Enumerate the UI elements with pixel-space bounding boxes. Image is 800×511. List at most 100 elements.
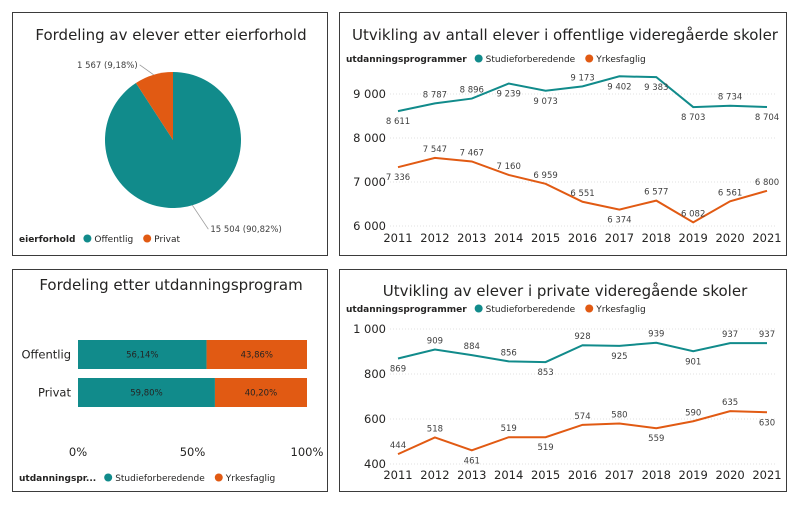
legend-marker-0 (83, 234, 92, 243)
legend-title: utdanningsprogrammer (346, 305, 467, 315)
chart-title: Fordeling av elever etter eierforhold (35, 26, 306, 44)
x-tick-label: 2021 (752, 231, 781, 245)
public-line-chart-svg: Utvikling av antall elever i offentlige … (346, 26, 782, 245)
data-label: 8 734 (718, 93, 742, 103)
data-label: 9 402 (607, 82, 631, 92)
legend-marker-0 (474, 54, 483, 63)
y-tick-label: 1 000 (353, 322, 386, 336)
data-label: 7 547 (423, 145, 447, 155)
x-tick-label: 2020 (715, 231, 744, 245)
bar-data-label: 43,86% (241, 351, 273, 361)
x-tick-label: 2019 (679, 468, 708, 482)
data-label: 869 (390, 364, 406, 374)
data-label: 519 (537, 443, 553, 453)
x-tick-label: 50% (180, 445, 206, 459)
x-tick-label: 2013 (457, 231, 486, 245)
pie-leader-line-0 (192, 204, 209, 230)
legend-title: utdanningspr... (19, 474, 96, 484)
y-tick-label: 8 000 (353, 131, 386, 145)
legend-label: Offentlig (94, 235, 133, 245)
data-label: 518 (427, 424, 443, 434)
pie-chart-panel: Fordeling av elever etter eierforhold 15 … (12, 12, 328, 256)
x-tick-label: 2012 (420, 468, 449, 482)
chart-title: Utvikling av elever i private videregåen… (383, 282, 748, 300)
private-line-chart-panel: Utvikling av elever i private videregåen… (339, 269, 787, 492)
legend-marker-1 (585, 304, 594, 313)
bar-segment (78, 340, 207, 369)
bar-segment (214, 378, 307, 407)
data-label: 7 160 (497, 162, 521, 172)
bar-data-label: 40,20% (245, 389, 277, 399)
data-label: 559 (648, 434, 664, 444)
legend-label: Privat (154, 235, 180, 245)
category-label: Offentlig (21, 348, 71, 362)
data-label: 8 611 (386, 117, 410, 127)
legend-marker-0 (104, 473, 113, 482)
data-label: 8 896 (460, 86, 484, 96)
x-tick-label: 2015 (531, 231, 560, 245)
x-tick-label: 2017 (605, 231, 634, 245)
bar-data-label: 59,80% (130, 389, 162, 399)
y-tick-label: 6 000 (353, 219, 386, 233)
bar-data-label: 56,14% (126, 351, 158, 361)
x-tick-label: 2018 (642, 231, 671, 245)
y-tick-label: 7 000 (353, 175, 386, 189)
chart-title: Utvikling av antall elever i offentlige … (352, 26, 779, 44)
x-tick-label: 2019 (679, 231, 708, 245)
data-label: 635 (722, 398, 738, 408)
legend-label: Yrkesfaglig (595, 305, 645, 315)
pie-chart-svg: Fordeling av elever etter eierforhold 15 … (19, 26, 307, 245)
data-label: 909 (427, 336, 443, 346)
pie-leader-line-1 (139, 64, 154, 76)
x-tick-label: 2016 (568, 468, 597, 482)
y-tick-label: 600 (364, 412, 386, 426)
data-label: 444 (390, 441, 406, 451)
legend-title: utdanningsprogrammer (346, 55, 467, 65)
data-label: 6 959 (533, 171, 557, 181)
data-label: 8 704 (755, 113, 779, 123)
data-label: 6 577 (644, 188, 668, 198)
legend-label: Yrkesfaglig (595, 55, 645, 65)
legend-label: Studieforberedende (486, 305, 576, 315)
x-tick-label: 2013 (457, 468, 486, 482)
y-tick-label: 9 000 (353, 87, 386, 101)
data-label: 590 (685, 408, 701, 418)
data-label: 939 (648, 330, 664, 340)
x-tick-label: 2015 (531, 468, 560, 482)
x-tick-label: 2012 (420, 231, 449, 245)
stacked-bar-chart-panel: Fordeling etter utdanningsprogram Offentl… (12, 269, 328, 492)
legend-label: Yrkesfaglig (225, 474, 275, 484)
category-label: Privat (38, 386, 72, 400)
x-tick-label: 2011 (383, 231, 412, 245)
data-label: 6 551 (570, 189, 594, 199)
data-label: 856 (501, 348, 517, 358)
data-label: 6 800 (755, 178, 779, 188)
x-tick-label: 2020 (715, 468, 744, 482)
x-tick-label: 2018 (642, 468, 671, 482)
x-tick-label: 0% (69, 445, 87, 459)
bar-segment (206, 340, 307, 369)
legend-title: eierforhold (19, 235, 75, 245)
x-tick-label: 2014 (494, 231, 523, 245)
data-label: 6 561 (718, 188, 742, 198)
bar-segment (78, 378, 215, 407)
pie-data-label: 1 567 (9,18%) (77, 61, 138, 71)
x-tick-label: 2017 (605, 468, 634, 482)
y-tick-label: 400 (364, 457, 386, 471)
data-label: 928 (574, 332, 590, 342)
data-label: 9 173 (570, 73, 594, 83)
x-tick-label: 2011 (383, 468, 412, 482)
data-label: 925 (611, 352, 627, 362)
data-label: 884 (464, 342, 480, 352)
series-line-yrkesfaglig (397, 156, 768, 224)
data-label: 7 467 (460, 148, 484, 158)
data-label: 7 336 (386, 173, 410, 183)
series-line-studieforberedende (397, 341, 767, 364)
y-tick-label: 800 (364, 367, 386, 381)
data-label: 901 (685, 357, 701, 367)
data-label: 580 (611, 411, 627, 421)
data-label: 9 073 (533, 97, 557, 107)
data-label: 461 (464, 456, 480, 466)
chart-title: Fordeling etter utdanningsprogram (39, 276, 302, 294)
public-line-chart-panel: Utvikling av antall elever i offentlige … (339, 12, 787, 256)
